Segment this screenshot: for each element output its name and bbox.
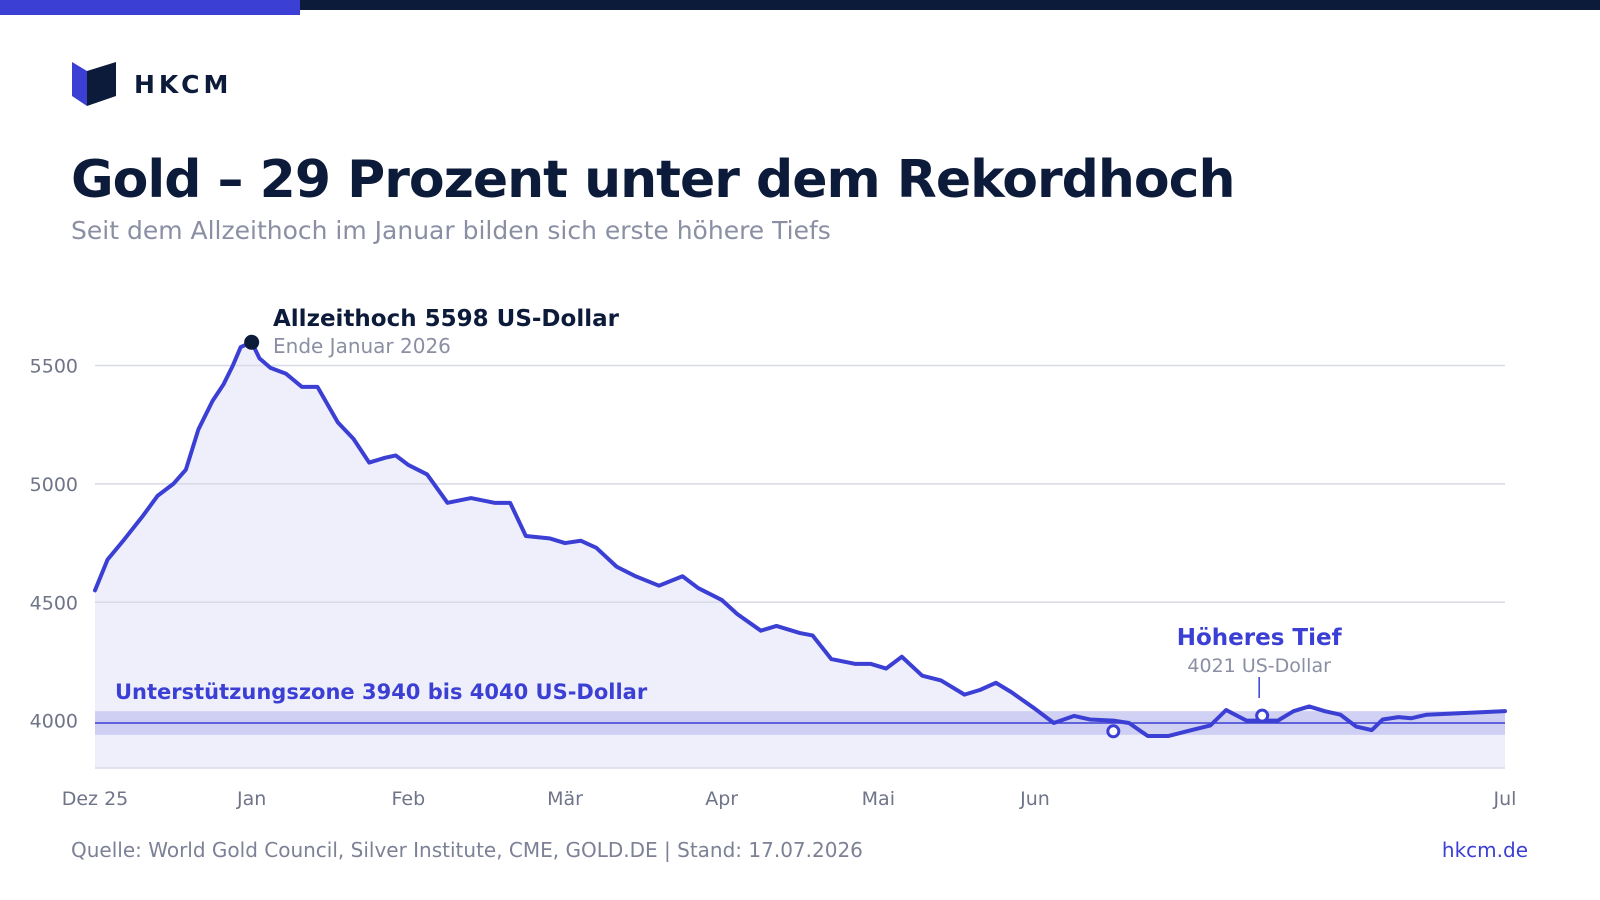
x-tick-label: Jun	[1019, 788, 1050, 810]
all-time-high-sublabel: Ende Januar 2026	[273, 334, 451, 358]
x-tick-label: Feb	[392, 788, 426, 810]
higher-low-label: Höheres Tief	[1177, 625, 1343, 651]
x-tick-label: Mai	[862, 788, 895, 810]
brand-name: HKCM	[134, 69, 233, 99]
y-tick-label: 4000	[30, 711, 78, 733]
all-time-high-marker	[244, 334, 260, 350]
previous-low-marker	[1106, 724, 1121, 739]
brand-logo: HKCM	[72, 62, 232, 106]
price-area-fill	[95, 342, 1505, 768]
chart-title: Gold – 29 Prozent unter dem Rekordhoch	[71, 150, 1235, 210]
higher-low-sublabel: 4021 US-Dollar	[1187, 655, 1331, 677]
all-time-high-label: Allzeithoch 5598 US-Dollar	[273, 306, 620, 332]
x-tick-label: Apr	[705, 788, 738, 810]
higher-low-marker	[1255, 708, 1270, 723]
y-tick-label: 4500	[30, 592, 78, 614]
top-bar-accent	[0, 0, 300, 15]
price-line	[93, 340, 1507, 739]
x-tick-label: Jul	[1493, 788, 1517, 810]
x-tick-label: Mär	[547, 788, 583, 810]
chart-subtitle: Seit dem Allzeithoch im Januar bilden si…	[71, 216, 831, 245]
x-tick-label: Dez 25	[62, 788, 129, 810]
source-note: Quelle: World Gold Council, Silver Insti…	[71, 838, 863, 862]
top-bar	[0, 0, 1600, 10]
website-link[interactable]: hkcm.de	[1441, 838, 1528, 862]
support-zone-label: Unterstützungszone 3940 bis 4040 US-Doll…	[115, 680, 648, 704]
hkcm-book-logo-icon	[72, 62, 116, 106]
y-tick-label: 5000	[30, 474, 78, 496]
x-tick-label: Jan	[236, 788, 266, 810]
y-tick-label: 5500	[30, 356, 78, 378]
